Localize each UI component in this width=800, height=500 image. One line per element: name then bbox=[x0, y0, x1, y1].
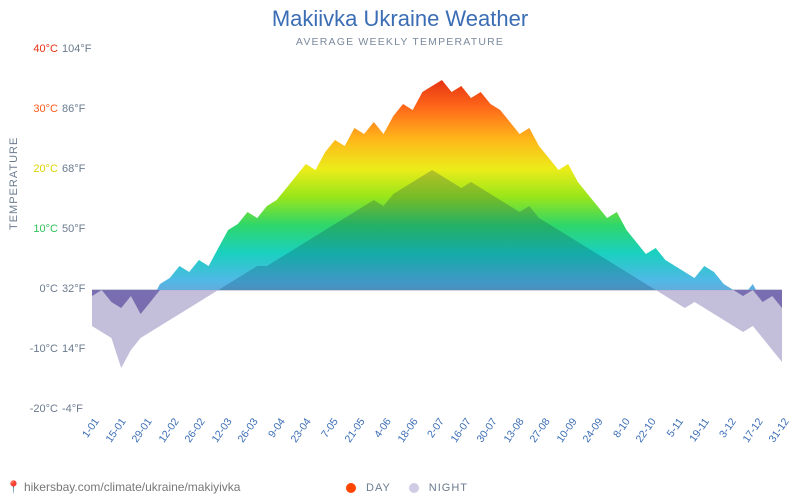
temperature-chart bbox=[92, 50, 782, 410]
x-tick: 3-12 bbox=[717, 416, 739, 440]
source-footer: 📍hikersbay.com/climate/ukraine/makiyivka bbox=[6, 480, 240, 494]
y-tick: 30°C86°F bbox=[24, 104, 85, 115]
legend-night-label: NIGHT bbox=[429, 482, 468, 494]
x-tick: 5-11 bbox=[664, 416, 685, 439]
x-tick: 31-12 bbox=[767, 416, 792, 445]
legend-day-swatch bbox=[346, 483, 356, 493]
y-tick: -10°C14°F bbox=[24, 344, 85, 355]
x-tick: 10-09 bbox=[554, 416, 579, 445]
y-tick: 0°C32°F bbox=[24, 284, 85, 295]
x-tick: 1-01 bbox=[80, 416, 102, 440]
x-tick: 23-04 bbox=[289, 416, 314, 445]
y-tick: -20°C-4°F bbox=[24, 404, 83, 415]
x-tick: 27-08 bbox=[528, 416, 553, 445]
x-tick: 4-06 bbox=[372, 416, 394, 440]
chart-area: 1-0115-0129-0112-0226-0212-0326-039-0423… bbox=[92, 50, 782, 410]
x-tick: 22-10 bbox=[634, 416, 659, 445]
x-tick: 12-02 bbox=[156, 416, 181, 445]
x-tick: 29-01 bbox=[130, 416, 155, 445]
x-tick: 17-12 bbox=[740, 416, 765, 445]
y-tick: 10°C50°F bbox=[24, 224, 85, 235]
chart-subtitle: AVERAGE WEEKLY TEMPERATURE bbox=[0, 32, 800, 48]
x-tick: 24-09 bbox=[581, 416, 606, 445]
x-tick: 21-05 bbox=[342, 416, 367, 445]
source-url: hikersbay.com/climate/ukraine/makiyivka bbox=[24, 480, 241, 494]
x-tick: 30-07 bbox=[475, 416, 500, 445]
x-tick: 9-04 bbox=[266, 416, 288, 440]
x-tick: 18-06 bbox=[395, 416, 420, 445]
legend-night-swatch bbox=[409, 483, 419, 493]
x-tick: 2-07 bbox=[425, 416, 447, 440]
x-tick: 16-07 bbox=[448, 416, 473, 445]
legend-day-label: DAY bbox=[366, 482, 391, 494]
y-tick: 40°C104°F bbox=[24, 44, 91, 55]
map-pin-icon: 📍 bbox=[6, 480, 21, 494]
x-tick: 15-01 bbox=[103, 416, 128, 445]
y-tick: 20°C68°F bbox=[24, 164, 85, 175]
x-tick: 8-10 bbox=[611, 416, 633, 440]
y-axis-label: TEMPERATURE bbox=[8, 137, 20, 230]
x-tick: 19-11 bbox=[687, 416, 712, 444]
x-tick: 12-03 bbox=[209, 416, 234, 445]
x-tick: 13-08 bbox=[501, 416, 526, 445]
x-tick: 26-02 bbox=[183, 416, 208, 445]
x-tick: 7-05 bbox=[319, 416, 341, 440]
x-tick: 26-03 bbox=[236, 416, 261, 445]
page-title: Makiivka Ukraine Weather bbox=[0, 0, 800, 32]
